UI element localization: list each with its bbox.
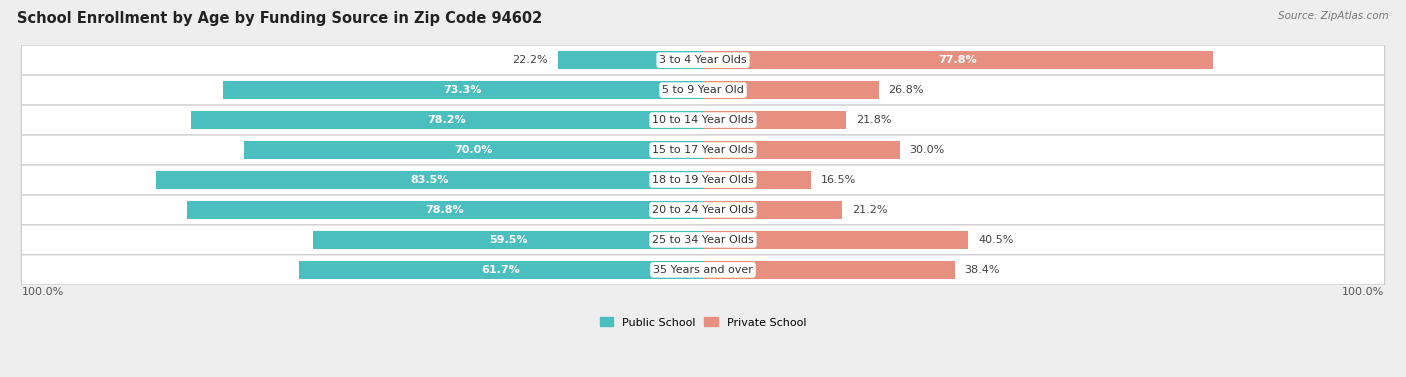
Text: 30.0%: 30.0% (910, 145, 945, 155)
FancyBboxPatch shape (21, 225, 1385, 255)
Text: 15 to 17 Year Olds: 15 to 17 Year Olds (652, 145, 754, 155)
Bar (703, 261, 955, 279)
Bar (314, 231, 703, 249)
FancyBboxPatch shape (21, 105, 1385, 135)
FancyBboxPatch shape (21, 135, 1385, 165)
Bar (703, 81, 879, 100)
Text: 40.5%: 40.5% (979, 235, 1014, 245)
Bar (187, 201, 703, 219)
Text: 5 to 9 Year Old: 5 to 9 Year Old (662, 85, 744, 95)
Bar (558, 51, 703, 69)
Text: 100.0%: 100.0% (1343, 287, 1385, 297)
Bar (191, 111, 703, 129)
Text: Source: ZipAtlas.com: Source: ZipAtlas.com (1278, 11, 1389, 21)
Bar (222, 81, 703, 100)
FancyBboxPatch shape (21, 75, 1385, 105)
Bar (703, 201, 842, 219)
FancyBboxPatch shape (21, 45, 1385, 75)
Text: 83.5%: 83.5% (411, 175, 449, 185)
Text: 25 to 34 Year Olds: 25 to 34 Year Olds (652, 235, 754, 245)
Text: 73.3%: 73.3% (444, 85, 482, 95)
Bar (298, 261, 703, 279)
Text: 59.5%: 59.5% (489, 235, 527, 245)
Text: 70.0%: 70.0% (454, 145, 494, 155)
Legend: Public School, Private School: Public School, Private School (595, 313, 811, 332)
Bar (703, 171, 811, 189)
Text: 61.7%: 61.7% (481, 265, 520, 275)
Text: School Enrollment by Age by Funding Source in Zip Code 94602: School Enrollment by Age by Funding Sour… (17, 11, 543, 26)
Text: 16.5%: 16.5% (821, 175, 856, 185)
Bar (703, 141, 900, 159)
Text: 77.8%: 77.8% (939, 55, 977, 65)
Text: 21.8%: 21.8% (856, 115, 891, 125)
Bar (703, 51, 1213, 69)
Text: 100.0%: 100.0% (21, 287, 63, 297)
Text: 38.4%: 38.4% (965, 265, 1000, 275)
Text: 22.2%: 22.2% (512, 55, 548, 65)
Text: 3 to 4 Year Olds: 3 to 4 Year Olds (659, 55, 747, 65)
FancyBboxPatch shape (21, 255, 1385, 285)
Text: 18 to 19 Year Olds: 18 to 19 Year Olds (652, 175, 754, 185)
Text: 78.2%: 78.2% (427, 115, 467, 125)
FancyBboxPatch shape (21, 165, 1385, 195)
Bar (156, 171, 703, 189)
Text: 78.8%: 78.8% (426, 205, 464, 215)
Text: 10 to 14 Year Olds: 10 to 14 Year Olds (652, 115, 754, 125)
Text: 20 to 24 Year Olds: 20 to 24 Year Olds (652, 205, 754, 215)
Text: 21.2%: 21.2% (852, 205, 887, 215)
FancyBboxPatch shape (21, 195, 1385, 225)
Text: 35 Years and over: 35 Years and over (652, 265, 754, 275)
Bar (245, 141, 703, 159)
Text: 26.8%: 26.8% (889, 85, 924, 95)
Bar (703, 231, 969, 249)
Bar (703, 111, 846, 129)
